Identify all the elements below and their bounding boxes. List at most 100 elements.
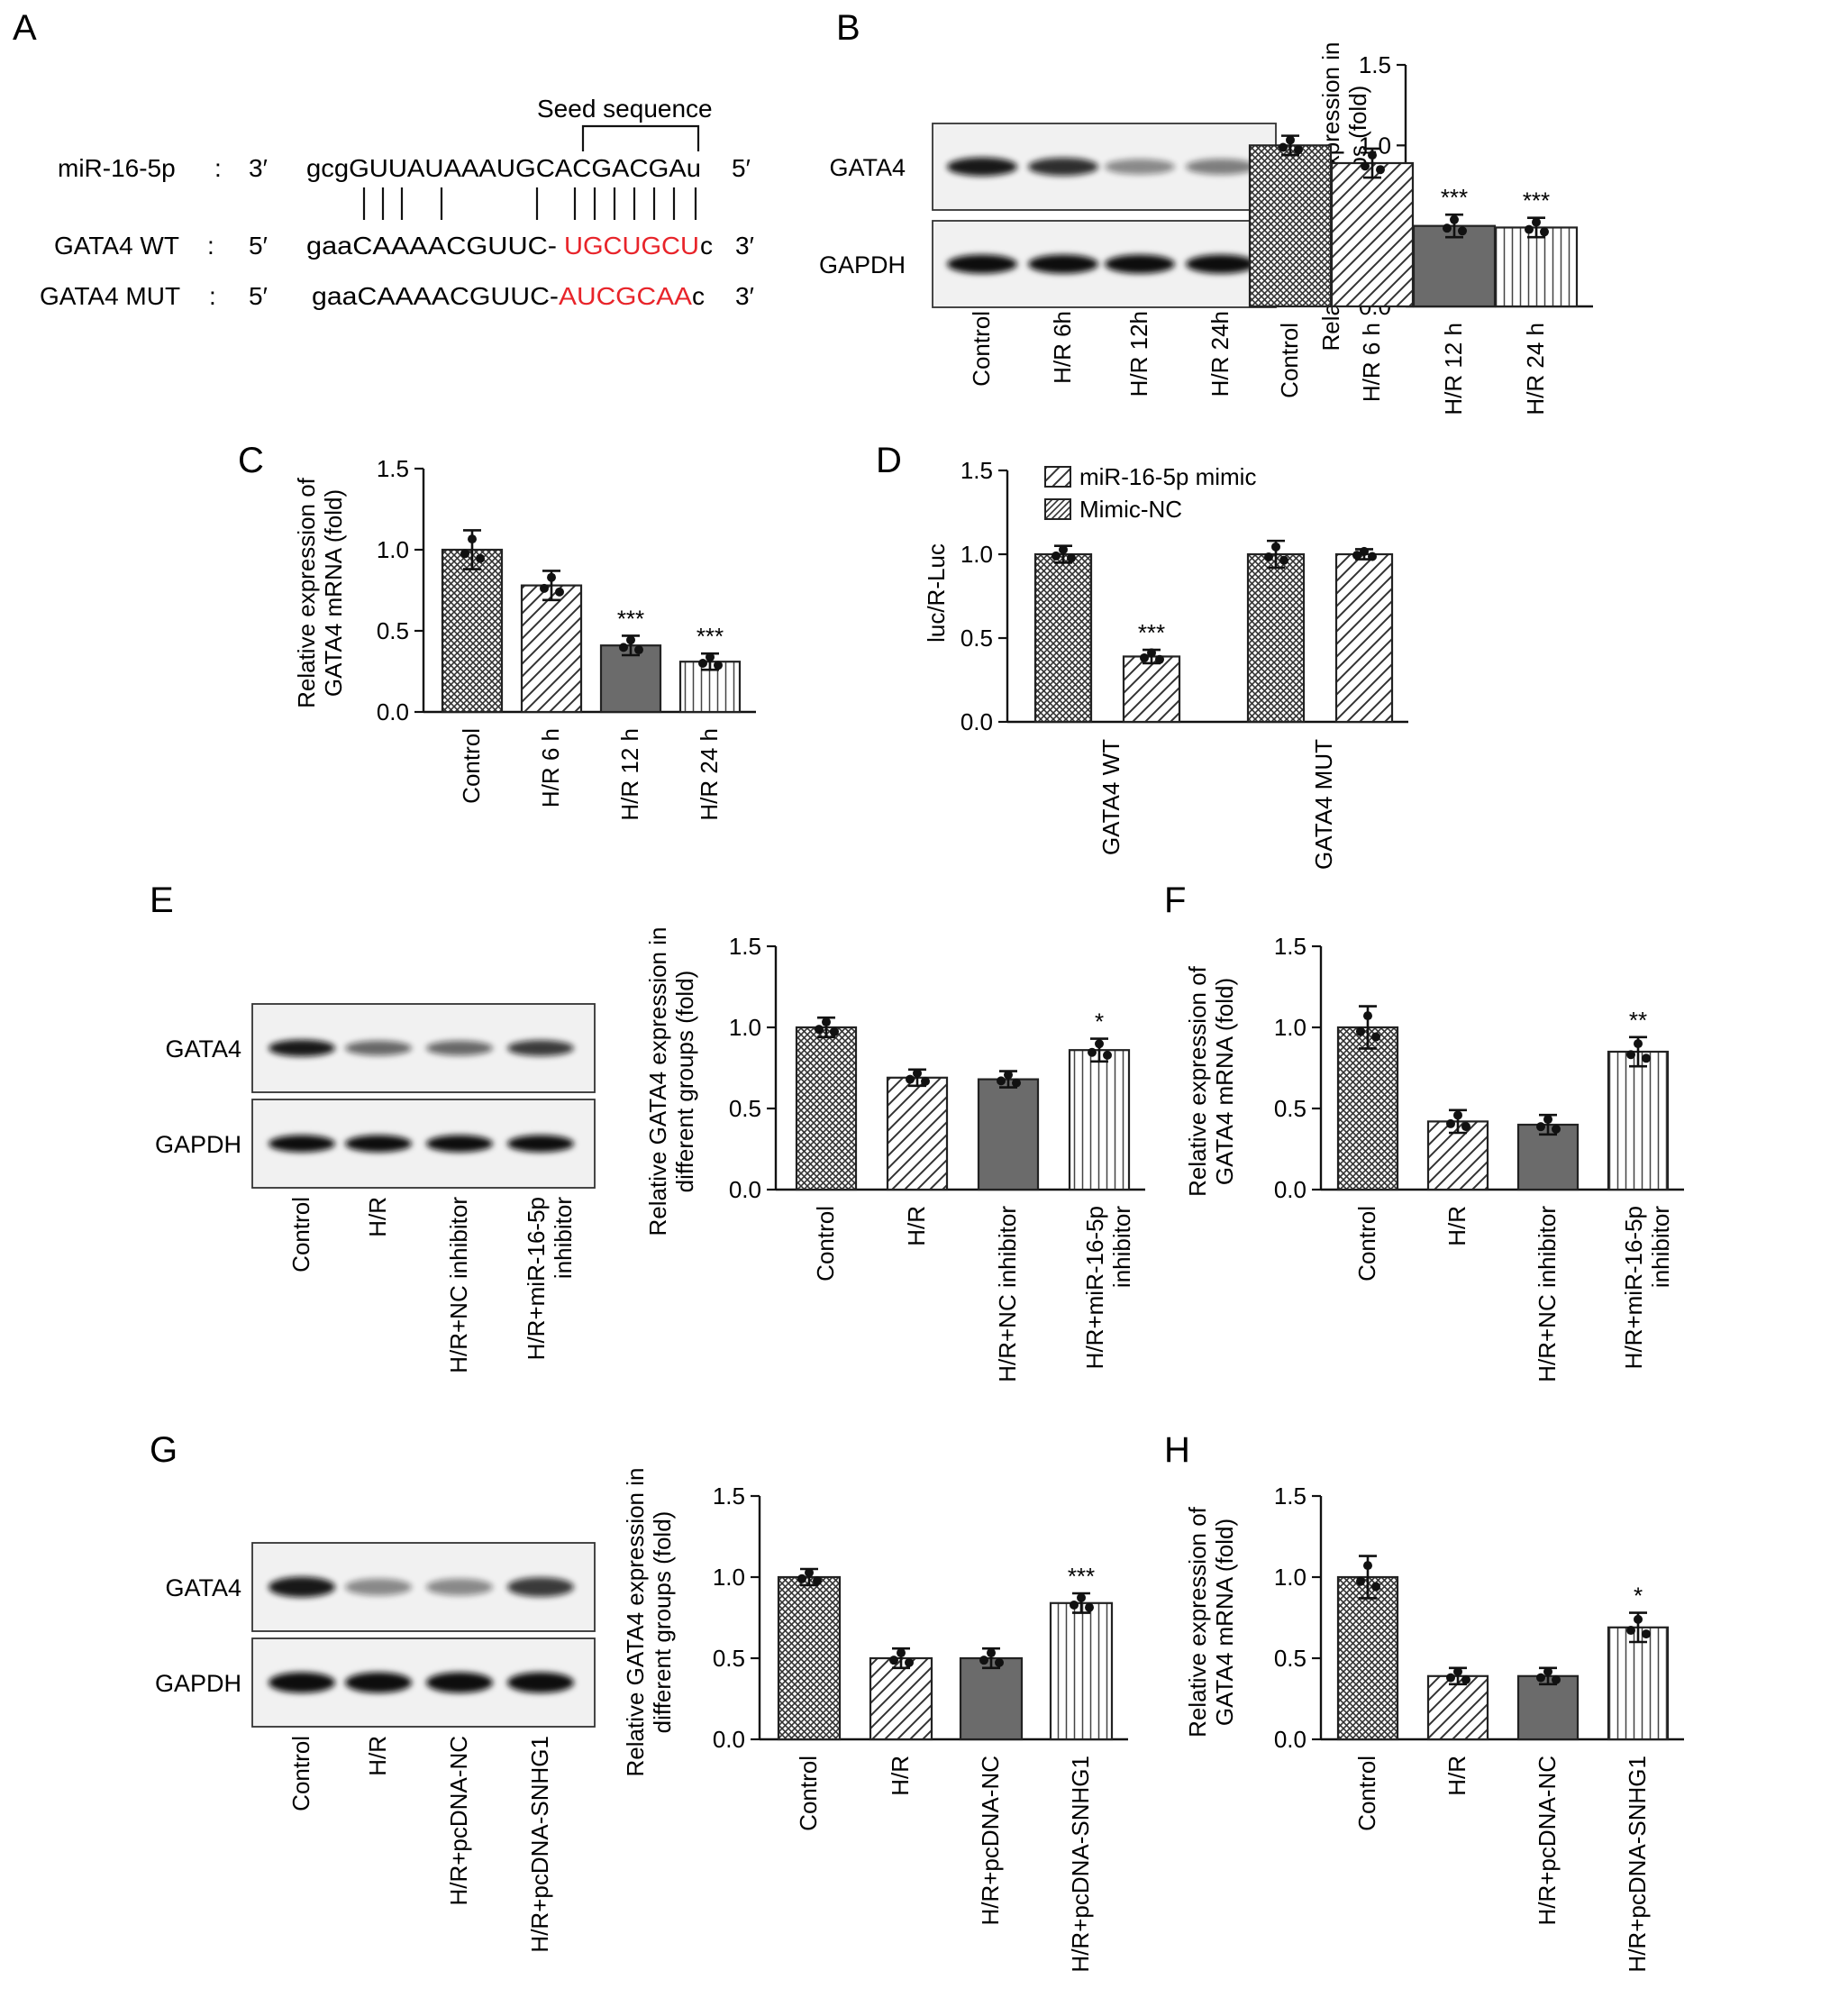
chart-h: 0.0 0.5 1.0 1.5 Relative expression ofGATA4 … <box>1184 1482 1684 1973</box>
blot-band <box>1105 254 1175 274</box>
data-point <box>1525 224 1534 234</box>
panel-letter-d: D <box>876 441 902 480</box>
legend-swatch <box>1044 466 1071 488</box>
data-point <box>1443 223 1452 233</box>
y-axis-label-line: luc/R-Luc <box>923 543 950 643</box>
data-point <box>1446 1673 1455 1683</box>
bar-control <box>777 1575 842 1741</box>
data-point <box>1536 1122 1545 1132</box>
x-category-label-line: H/R <box>903 1206 930 1246</box>
data-point <box>460 549 469 559</box>
data-point <box>1634 1614 1643 1624</box>
x-category-label: H/R 12 h <box>1440 323 1467 415</box>
x-category-label-line: Control <box>1353 1756 1380 1831</box>
x-category-label-line: H/R <box>887 1756 914 1796</box>
data-point <box>997 1076 1006 1086</box>
significance-mark: *** <box>696 623 724 650</box>
y-tick-label: 1.5 <box>729 933 761 960</box>
y-tick-label: 0.5 <box>729 1095 761 1122</box>
blot-band <box>426 1578 493 1596</box>
x-category-label: H/R 24 h <box>696 728 723 821</box>
data-point <box>1077 1592 1086 1602</box>
data-point <box>1446 1118 1455 1128</box>
data-point <box>1070 1600 1079 1610</box>
panel-letter-b: B <box>836 8 860 48</box>
blot-band <box>269 1672 335 1693</box>
data-point <box>626 635 635 645</box>
blot-lane-label-line: H/R+pcDNA-NC <box>445 1736 472 1906</box>
blot-band <box>426 1672 493 1693</box>
x-category-label-line: H/R <box>1443 1756 1470 1796</box>
row-end-right-wt: 3′ <box>735 232 754 260</box>
blot-band <box>426 1040 493 1056</box>
data-point <box>1552 1124 1561 1134</box>
data-point <box>830 1026 839 1036</box>
y-axis-label-line: Relative expression of <box>293 477 320 708</box>
data-point <box>1543 1115 1552 1125</box>
blot-band <box>1186 159 1256 175</box>
bar-h-r-6-h <box>520 584 583 714</box>
bar-h-r-pcdna-snhg1 <box>1607 1626 1670 1741</box>
blot-lane-label: H/R 6h <box>1049 311 1076 384</box>
data-point <box>1012 1078 1021 1088</box>
x-category-label: H/R 24 h <box>1522 323 1549 415</box>
blot-lane-label-line: H/R 24h <box>1206 311 1234 397</box>
x-category-label-line: H/R+pcDNA-NC <box>977 1756 1004 1926</box>
x-category-label: H/R <box>887 1756 914 1796</box>
data-point <box>1371 1032 1380 1042</box>
x-category-label-line: H/R+NC inhibitor <box>994 1206 1021 1382</box>
blot-band <box>507 1040 574 1056</box>
bar-h-r <box>869 1656 933 1741</box>
row-end-right-mir: 5′ <box>732 154 751 182</box>
y-tick-label: 1.5 <box>713 1482 745 1510</box>
panel-letter-e: E <box>150 880 174 920</box>
data-point <box>1536 1673 1545 1683</box>
blot-lane-label-line: inhibitor <box>550 1197 577 1279</box>
bar-h-r-pcdna-nc <box>959 1656 1024 1741</box>
chart-d: 0.0 0.5 1.0 1.5 luc/R-Luc *** GATA4 WT GATA4 MU… <box>923 457 1408 870</box>
significance-mark: *** <box>1138 619 1165 646</box>
x-category-label-line: H/R+miR-16-5p <box>1081 1206 1108 1369</box>
data-point <box>476 553 485 563</box>
bar-charts: 0.0 0.5 1.0 1.5 Relative GATA4 expression in… <box>293 42 1684 1973</box>
y-tick-label: 1.0 <box>1274 1014 1306 1041</box>
x-category-label-line: H/R 24 h <box>696 728 723 821</box>
y-axis-label: Relative GATA4 expression indifferent gr… <box>622 1468 676 1777</box>
x-category-label: Control <box>812 1206 839 1282</box>
y-tick-label: 1.5 <box>377 455 409 482</box>
data-point <box>540 583 549 593</box>
bar-h-r-nc-inhibitor <box>977 1078 1040 1191</box>
y-axis-label-line: GATA4 mRNA (fold) <box>1211 978 1238 1185</box>
bar-mimic-nc-gata4-wt <box>1122 655 1181 724</box>
blot-band <box>426 1135 493 1153</box>
blot-lane-label-line: Control <box>287 1736 314 1811</box>
data-point <box>1642 1629 1651 1639</box>
data-point <box>1363 1011 1372 1021</box>
data-point <box>1626 1626 1635 1636</box>
y-tick-label: 0.0 <box>1274 1176 1306 1203</box>
blot-band <box>507 1672 574 1693</box>
blot-band <box>269 1039 335 1057</box>
row-seq-wt-red: UGCUGCU <box>564 232 699 260</box>
y-tick-label: 0.5 <box>377 617 409 644</box>
data-point <box>1552 1674 1561 1684</box>
blot-lane-label: H/R 24h <box>1206 311 1234 397</box>
y-tick-label: 0.5 <box>1274 1645 1306 1672</box>
bar-control <box>441 548 504 714</box>
blot-lane-label-line: H/R 12h <box>1125 311 1152 397</box>
panel-letter-h: H <box>1164 1430 1190 1470</box>
x-category-label: H/R <box>903 1206 930 1246</box>
data-point <box>1532 217 1541 227</box>
x-category-label: H/R+pcDNA-SNHG1 <box>1067 1756 1094 1973</box>
row-seq-mut-red: AUCGCAA <box>559 282 692 310</box>
x-category-label-line: H/R 12 h <box>616 728 643 821</box>
y-axis-label: Relative expression ofGATA4 mRNA (fold) <box>1184 1506 1238 1738</box>
blot-band <box>507 1577 574 1597</box>
x-category-label-line: Control <box>812 1206 839 1282</box>
x-category-label: H/R+miR-16-5pinhibitor <box>1620 1206 1674 1370</box>
row-seq-mut: gaaCAAAACGUUC- <box>312 282 559 310</box>
blot-lane-label-line: Control <box>968 311 995 387</box>
row-end-left-mut: 5′ <box>249 282 268 310</box>
gata4-blot-label: GATA4 <box>165 1574 241 1601</box>
panel-letter-g: G <box>150 1430 178 1470</box>
